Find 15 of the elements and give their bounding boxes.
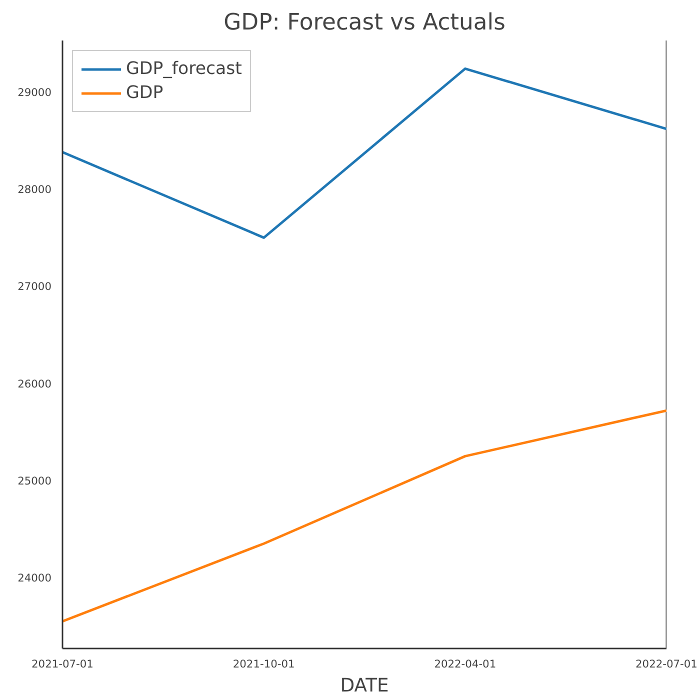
y-tick-label: 27000 [18, 280, 52, 294]
y-tick-label: 26000 [18, 377, 52, 390]
y-tick-label: 28000 [18, 183, 52, 196]
y-tick-label: 24000 [18, 572, 52, 585]
x-tick-label: 2022-07-01 [636, 658, 698, 670]
line-series [62, 409, 666, 623]
chart-title: GDP: Forecast vs Actuals [224, 10, 506, 36]
x-tick-label: 2021-07-01 [32, 658, 94, 670]
x-tick-label: 2021-10-01 [232, 658, 295, 670]
y-tick-label: 25000 [18, 474, 52, 488]
legend-label: GDP [126, 83, 164, 103]
x-axis-title: DATE [340, 676, 389, 696]
legend-label: GDP_forecast [126, 59, 242, 79]
x-tick-label: 2022-04-01 [434, 658, 496, 670]
y-tick-label: 29000 [18, 86, 52, 99]
